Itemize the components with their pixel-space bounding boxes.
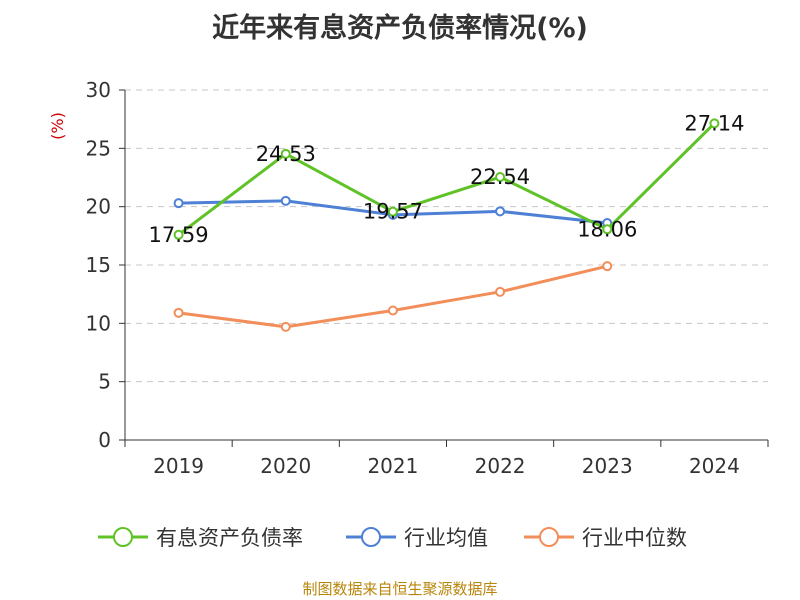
y-tick-label: 30: [86, 78, 111, 102]
series-lines: [173, 118, 720, 332]
x-tick-label: 2024: [689, 454, 740, 478]
y-tick-label: 20: [86, 195, 111, 219]
data-point: [173, 198, 184, 209]
data-label: 24.53: [256, 142, 316, 166]
series-line: [178, 264, 608, 329]
data-point: [280, 195, 291, 206]
y-tick-label: 25: [86, 136, 111, 160]
data-label: 17.59: [149, 223, 209, 247]
legend-item[interactable]: 有息资产负债率: [98, 526, 303, 550]
legend-label: 行业均值: [404, 526, 488, 550]
data-source-note: 制图数据来自恒生聚源数据库: [302, 580, 498, 598]
axes: 0 5 10 15 20 25 30 2019 2020 2021 2022 2023 2024 (%): [48, 78, 769, 478]
y-tick-label: 0: [98, 428, 111, 452]
data-point: [387, 206, 398, 217]
y-tick-label: 15: [86, 253, 111, 277]
x-tick-label: 2019: [153, 454, 204, 478]
legend-marker: [361, 527, 381, 547]
data-point: [387, 305, 398, 316]
legend-marker: [539, 527, 559, 547]
legend[interactable]: 有息资产负债率 行业均值 行业中位数: [98, 526, 687, 550]
data-labels: 17.59 24.53 19.57 22.54 18.06 27.14: [149, 111, 745, 246]
legend-label: 行业中位数: [582, 526, 687, 550]
x-tick-label: 2022: [475, 454, 526, 478]
x-tick-label: 2020: [260, 454, 311, 478]
y-tick-label: 10: [86, 311, 111, 335]
data-point: [173, 307, 184, 318]
data-point: [602, 261, 613, 272]
data-label: 18.06: [577, 217, 637, 241]
series-line: [177, 122, 716, 236]
legend-marker: [113, 527, 133, 547]
x-tick-label: 2023: [582, 454, 633, 478]
y-tick-label: 5: [98, 370, 111, 394]
data-point: [709, 118, 720, 129]
chart-title: 近年来有息资产负债率情况(%): [212, 13, 588, 44]
x-tick-label: 2021: [367, 454, 418, 478]
data-point: [280, 148, 291, 159]
legend-item[interactable]: 行业中位数: [524, 526, 687, 550]
legend-label: 有息资产负债率: [156, 526, 303, 550]
grid-lines: [125, 89, 768, 383]
data-point: [173, 229, 184, 240]
data-point: [602, 224, 613, 235]
data-point: [495, 286, 506, 297]
data-point: [280, 321, 291, 332]
data-point: [495, 206, 506, 217]
data-point: [495, 172, 506, 183]
y-axis-unit-label: (%): [48, 112, 67, 140]
data-label: 19.57: [363, 200, 423, 224]
data-label: 27.14: [684, 111, 744, 135]
data-label: 22.54: [470, 165, 530, 189]
legend-item[interactable]: 行业均值: [346, 526, 488, 550]
